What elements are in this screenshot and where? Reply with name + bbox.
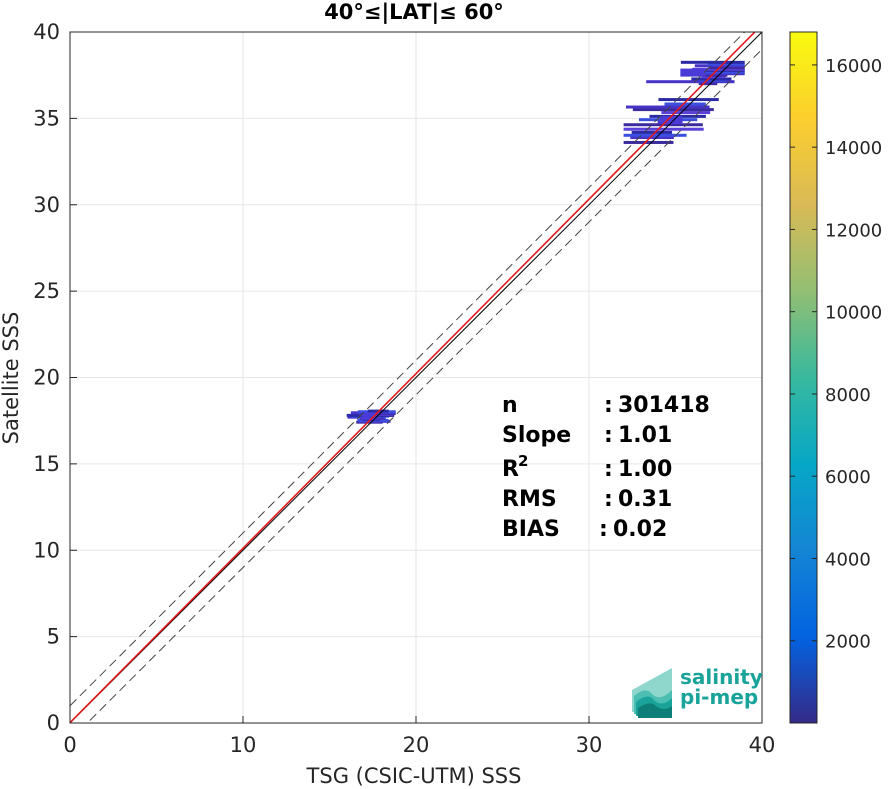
colorbar-tick-label: 16000 (825, 56, 882, 77)
x-tick-label: 10 (230, 733, 257, 757)
density-streak (694, 64, 745, 68)
wave-stack-icon (632, 668, 672, 718)
stat-value: 0.31 (618, 487, 672, 512)
y-tick-label: 20 (33, 366, 60, 390)
fit-line (70, 32, 756, 723)
stat-label: BIAS (502, 517, 560, 542)
density-streak (680, 60, 745, 64)
identity-line (70, 32, 762, 723)
stat-value: 1.01 (618, 423, 672, 448)
logo-line1: salinity (680, 665, 763, 689)
y-tick-label: 30 (33, 193, 60, 217)
y-axis-ticks: 0 5 10 15 20 25 30 35 40 (33, 20, 77, 735)
y-tick-label: 5 (47, 625, 60, 649)
density-streak (623, 127, 704, 131)
y-axis-label: Satellite SSS (0, 312, 23, 445)
x-tick-label: 40 (749, 733, 776, 757)
density-streak (623, 133, 687, 137)
density-streak (682, 70, 745, 74)
salinity-pi-mep-logo: salinity pi-mep (632, 665, 763, 718)
y-tick-label: 15 (33, 452, 60, 476)
colorbar-tick-label: 4000 (825, 549, 871, 570)
density-streak (631, 130, 673, 134)
stat-separator: : (599, 517, 608, 542)
colorbar-tick-label: 12000 (825, 220, 882, 241)
upper-envelope-line (70, 32, 746, 707)
x-tick-label: 20 (403, 733, 430, 757)
density-streak (691, 77, 732, 81)
stat-label: n (502, 393, 518, 418)
logo-line2: pi-mep (680, 685, 758, 709)
density-streak (630, 136, 674, 140)
stat-label: R (502, 457, 519, 482)
reference-lines (70, 32, 762, 723)
density-streak (709, 66, 745, 70)
x-axis-label: TSG (CSIC-UTM) SSS (306, 764, 522, 788)
density-core (680, 68, 706, 77)
density-streak (701, 72, 745, 76)
density-streak (625, 105, 710, 109)
density-streak (707, 62, 745, 66)
chart-title: 40°≤|LAT|≤ 60° (324, 0, 504, 25)
colorbar-tick-label: 10000 (825, 303, 882, 324)
colorbar-tick-label: 2000 (825, 632, 871, 653)
y-tick-label: 35 (33, 106, 60, 130)
density-streak (661, 111, 711, 115)
lower-envelope-line (86, 48, 762, 723)
y-tick-label: 0 (47, 711, 60, 735)
stat-value: 0.02 (613, 517, 667, 542)
density-core (659, 116, 683, 125)
colorbar-tick-label: 14000 (825, 138, 882, 159)
stat-value: 301418 (618, 393, 710, 418)
density-streak (698, 82, 718, 86)
stat-separator: : (604, 423, 613, 448)
y-tick-label: 40 (33, 20, 60, 44)
stat-label: RMS (502, 487, 557, 512)
density-streak (623, 140, 674, 144)
density-streak (646, 80, 735, 84)
y-tick-label: 10 (33, 538, 60, 562)
density-streak (632, 108, 714, 112)
y-tick-label: 25 (33, 279, 60, 303)
x-tick-label: 0 (63, 733, 76, 757)
x-tick-label: 30 (576, 733, 603, 757)
colorbar-tick-label: 8000 (825, 385, 871, 406)
density-core (361, 412, 376, 421)
stat-label: Slope (502, 423, 571, 448)
stat-separator: : (604, 487, 613, 512)
x-axis-ticks: 0 10 20 30 40 (63, 716, 775, 757)
stat-value: 1.00 (618, 457, 672, 482)
density-streak (664, 102, 706, 106)
stat-separator: : (604, 393, 613, 418)
stat-label-superscript: 2 (518, 452, 528, 470)
colorbar-ticks: 2000 4000 6000 8000 10000 12000 14000 16000 (790, 56, 882, 653)
colorbar-tick-label: 6000 (825, 467, 871, 488)
stat-separator: : (604, 457, 613, 482)
colorbar (789, 31, 818, 724)
